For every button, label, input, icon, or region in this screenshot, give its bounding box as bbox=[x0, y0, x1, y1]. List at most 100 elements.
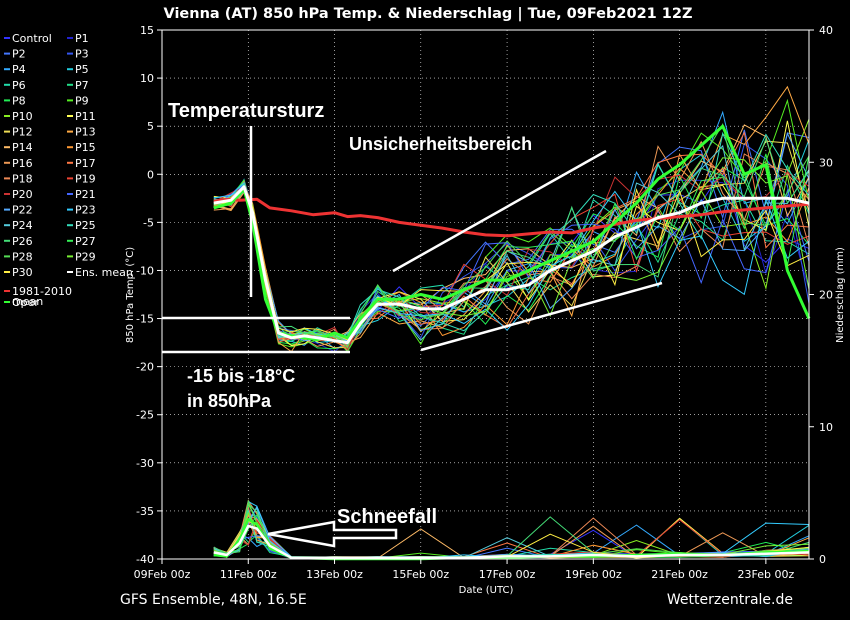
y-left-tick-label: -30 bbox=[136, 457, 154, 470]
legend-label: P13 bbox=[75, 126, 96, 139]
y-left-tick-label: -40 bbox=[136, 553, 154, 566]
annotation-schneefall-text: Schneefall bbox=[337, 506, 437, 528]
legend-label: Oper bbox=[12, 296, 39, 309]
legend-label: Ens. mean bbox=[75, 266, 133, 279]
y-left-tick-label: 5 bbox=[147, 120, 154, 133]
legend-label: P18 bbox=[12, 172, 33, 185]
annotation-temperatursturz: Temperatursturz bbox=[168, 100, 324, 297]
legend: Control P1 P2 P3 P4 P5 P6 P7 P8 P9 P10 P11 P12 P13 P14… bbox=[4, 32, 133, 309]
y-left-tick-label: -15 bbox=[136, 313, 154, 326]
right-axis-ticks: 40 30 20 10 0 bbox=[809, 24, 833, 566]
legend-label: P12 bbox=[12, 126, 33, 139]
x-tick-label: 23Feb 00z bbox=[737, 568, 794, 581]
legend-item: P21 bbox=[67, 188, 96, 201]
schneefall-arrow bbox=[267, 520, 398, 548]
legend-item: 1981-2010 mean bbox=[4, 285, 72, 308]
legend-item: P3 bbox=[67, 48, 89, 61]
legend-item: Control bbox=[4, 32, 52, 45]
x-axis-label: Date (UTC) bbox=[459, 585, 514, 596]
legend-item: P18 bbox=[4, 172, 33, 185]
x-tick-label: 15Feb 00z bbox=[392, 568, 449, 581]
legend-label: P21 bbox=[75, 188, 96, 201]
legend-label: P2 bbox=[12, 48, 26, 61]
main-series bbox=[213, 124, 811, 561]
left-axis-ticks: 15 10 5 0 -5 -10 -15 -20 -25 -30 -35 -40 bbox=[136, 24, 162, 566]
legend-label: P25 bbox=[75, 219, 96, 232]
annotation-schneefall: Schneefall bbox=[267, 506, 437, 548]
y-left-tick-label: -35 bbox=[136, 505, 154, 518]
legend-item: P14 bbox=[4, 141, 33, 154]
legend-item: P13 bbox=[67, 126, 96, 139]
y-right-tick-label: 20 bbox=[819, 289, 833, 302]
legend-label: P4 bbox=[12, 63, 26, 76]
annotation-range: -15 bis -18°C in 850hPa bbox=[162, 316, 350, 411]
footer-model-info: GFS Ensemble, 48N, 16.5E bbox=[120, 592, 307, 608]
legend-item: P11 bbox=[67, 110, 96, 123]
legend-item: P30 bbox=[4, 266, 33, 279]
annotation-temperatursturz-text: Temperatursturz bbox=[168, 100, 324, 122]
y-right-tick-label: 10 bbox=[819, 421, 833, 434]
uncertainty-upper-line bbox=[392, 149, 607, 273]
annotation-unsicherheitsbereich-text: Unsicherheitsbereich bbox=[349, 134, 532, 154]
legend-label: P29 bbox=[75, 250, 96, 263]
y-right-tick-label: 0 bbox=[819, 553, 826, 566]
member-temp-line bbox=[213, 98, 810, 353]
legend-item: P17 bbox=[67, 157, 96, 170]
chart-title: Vienna (AT) 850 hPa Temp. & Niederschlag… bbox=[164, 6, 693, 22]
member-temp-line bbox=[213, 163, 810, 340]
y-left-tick-label: -20 bbox=[136, 361, 154, 374]
legend-item: Ens. mean bbox=[67, 266, 133, 279]
legend-item: P8 bbox=[4, 94, 26, 107]
x-tick-label: 21Feb 00z bbox=[651, 568, 708, 581]
legend-label: 1981-2010 mean bbox=[12, 285, 72, 308]
legend-label: P1 bbox=[75, 32, 89, 45]
y-right-tick-label: 30 bbox=[819, 156, 833, 169]
uncertainty-lower-line bbox=[420, 281, 663, 352]
legend-item: P27 bbox=[67, 235, 96, 248]
legend-item: P16 bbox=[4, 157, 33, 170]
legend-label: P28 bbox=[12, 250, 33, 263]
legend-label: P26 bbox=[12, 235, 33, 248]
member-temp-line bbox=[213, 85, 810, 353]
y-left-tick-label: -25 bbox=[136, 409, 154, 422]
legend-label: P14 bbox=[12, 141, 33, 154]
legend-label: P8 bbox=[12, 94, 26, 107]
legend-item: P1 bbox=[67, 32, 89, 45]
legend-label: P5 bbox=[75, 63, 89, 76]
legend-item: P2 bbox=[4, 48, 26, 61]
legend-label: P19 bbox=[75, 172, 96, 185]
legend-label: P24 bbox=[12, 219, 33, 232]
y-left-tick-label: -10 bbox=[136, 264, 154, 277]
y-axis-left-label: 850 hPa Temp. (°C) bbox=[125, 247, 136, 343]
x-tick-label: 19Feb 00z bbox=[565, 568, 622, 581]
legend-label: P6 bbox=[12, 79, 26, 92]
annotation-range-line1: -15 bis -18°C bbox=[187, 366, 295, 386]
legend-label: P3 bbox=[75, 48, 89, 61]
legend-item: P22 bbox=[4, 204, 33, 217]
member-temp-line bbox=[213, 140, 810, 349]
legend-item: P4 bbox=[4, 63, 26, 76]
member-temp-line bbox=[213, 137, 810, 340]
member-temp-line bbox=[213, 182, 810, 344]
legend-item: P29 bbox=[67, 250, 96, 263]
x-tick-label: 11Feb 00z bbox=[220, 568, 277, 581]
legend-item: P6 bbox=[4, 79, 26, 92]
legend-item: P26 bbox=[4, 235, 33, 248]
ens-mean-precip-line bbox=[213, 524, 810, 559]
legend-item: Oper bbox=[4, 296, 39, 309]
legend-label: P20 bbox=[12, 188, 33, 201]
x-axis-ticks: 09Feb 00z 11Feb 00z 13Feb 00z 15Feb 00z 17Fe… bbox=[134, 559, 794, 581]
y-left-tick-label: 15 bbox=[140, 24, 154, 37]
legend-item: P7 bbox=[67, 79, 89, 92]
y-axis-right-label: Niederschlag (mm) bbox=[835, 247, 846, 343]
legend-label: P10 bbox=[12, 110, 33, 123]
legend-label: Control bbox=[12, 32, 52, 45]
legend-label: P17 bbox=[75, 157, 96, 170]
x-tick-label: 13Feb 00z bbox=[306, 568, 363, 581]
legend-item: P23 bbox=[67, 204, 96, 217]
legend-label: P30 bbox=[12, 266, 33, 279]
legend-label: P23 bbox=[75, 204, 96, 217]
legend-label: P27 bbox=[75, 235, 96, 248]
legend-item: P28 bbox=[4, 250, 33, 263]
footer-source: Wetterzentrale.de bbox=[667, 592, 793, 608]
